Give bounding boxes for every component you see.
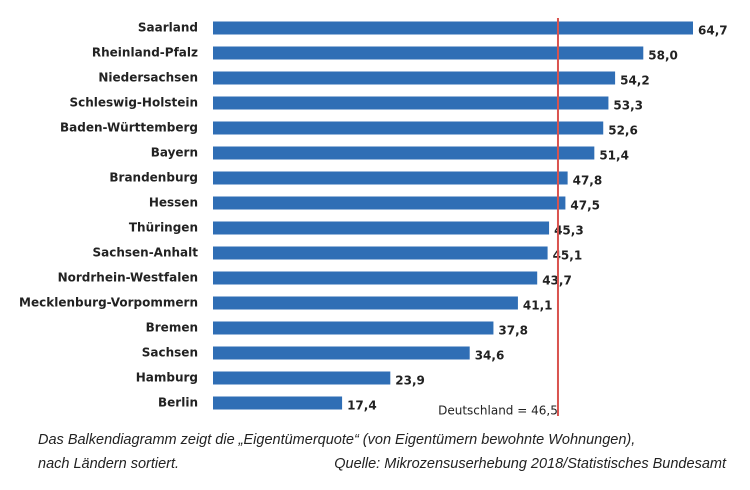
- bar: [213, 296, 518, 310]
- value-label: 52,6: [608, 124, 638, 138]
- category-label: Sachsen-Anhalt: [92, 246, 198, 260]
- bar: [213, 221, 550, 235]
- reference-label: Deutschland = 46,5: [438, 404, 558, 418]
- bar: [213, 321, 494, 335]
- category-label: Hessen: [149, 196, 198, 210]
- value-label: 23,9: [395, 374, 425, 388]
- bar: [213, 271, 538, 285]
- value-label: 64,7: [698, 24, 728, 38]
- category-label: Berlin: [158, 396, 198, 410]
- category-label: Hamburg: [136, 371, 198, 385]
- caption-source: Quelle: Mikrozensuserhebung 2018/Statist…: [334, 456, 726, 472]
- bar: [213, 96, 609, 110]
- category-label: Niedersachsen: [98, 71, 198, 85]
- bar: [213, 371, 391, 385]
- category-label: Rheinland-Pfalz: [92, 46, 198, 60]
- category-label: Sachsen: [142, 346, 198, 360]
- value-label: 47,8: [573, 174, 603, 188]
- value-label: 45,3: [554, 224, 584, 238]
- category-label: Nordrhein-Westfalen: [58, 271, 198, 285]
- bar: [213, 71, 616, 85]
- value-label: 17,4: [347, 399, 377, 413]
- bar: [213, 146, 595, 160]
- category-label: Schleswig-Holstein: [69, 96, 198, 110]
- bar: [213, 346, 470, 360]
- chart: Saarland 64,7 Rheinland-Pfalz 58,0 Niedersac…: [19, 18, 728, 418]
- caption-line: nach Ländern sortiert.: [38, 456, 180, 472]
- bar: [213, 171, 568, 185]
- category-label: Thüringen: [129, 221, 198, 235]
- category-label: Bayern: [151, 146, 198, 160]
- category-label: Baden-Württemberg: [60, 121, 198, 135]
- caption-line: Das Balkendiagramm zeigt die „Eigentümer…: [38, 432, 636, 448]
- bar: [213, 21, 693, 35]
- value-label: 34,6: [475, 349, 505, 363]
- bar: [213, 246, 548, 260]
- category-label: Saarland: [138, 21, 198, 35]
- value-label: 58,0: [648, 49, 678, 63]
- category-label: Brandenburg: [109, 171, 198, 185]
- bar: [213, 121, 604, 135]
- bar: [213, 196, 566, 210]
- category-label: Mecklenburg-Vorpommern: [19, 296, 198, 310]
- value-label: 45,1: [553, 249, 583, 263]
- value-label: 54,2: [620, 74, 650, 88]
- value-label: 53,3: [613, 99, 643, 113]
- value-label: 37,8: [498, 324, 528, 338]
- bar: [213, 396, 343, 410]
- value-label: 47,5: [570, 199, 600, 213]
- bar: [213, 46, 644, 60]
- value-label: 41,1: [523, 299, 553, 313]
- category-label: Bremen: [146, 321, 198, 335]
- value-label: 51,4: [599, 149, 629, 163]
